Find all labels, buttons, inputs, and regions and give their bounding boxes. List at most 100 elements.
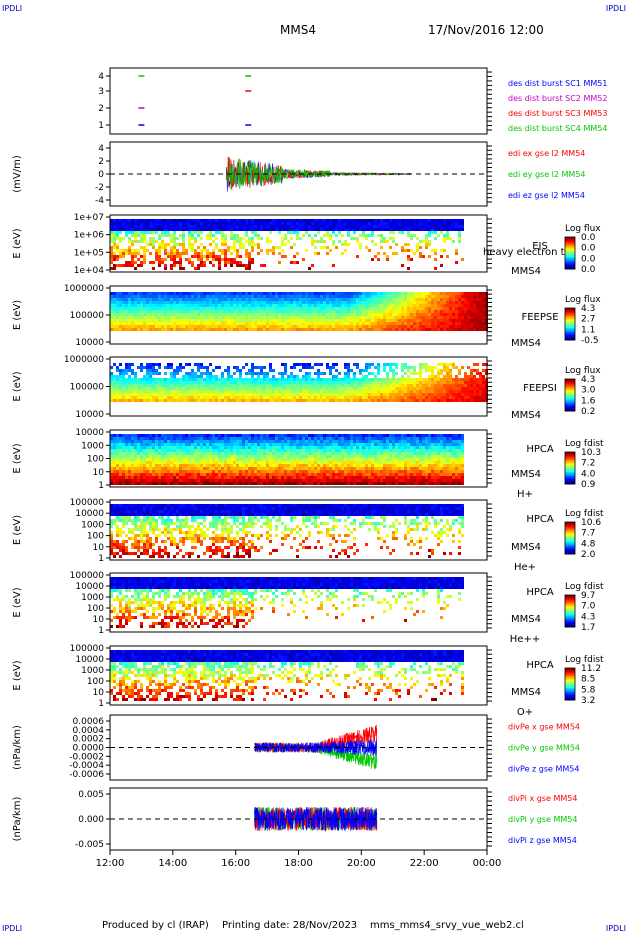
feepsi-colorbar-cell	[565, 385, 575, 388]
feepse-colorbar-frame	[564, 307, 576, 341]
burst-legend-entry: des dist burst SC2 MM52	[508, 94, 607, 103]
hpca_h-colorbar-cell	[565, 457, 575, 460]
hpca_hepp-colorbar-cell	[565, 600, 575, 603]
eis-colorbar-cell	[565, 249, 575, 251]
hpca_he-colorbar-frame	[564, 521, 576, 555]
time-axis-label: 00:00	[473, 858, 502, 869]
eis-colorbar-cell	[565, 242, 575, 245]
eis-colorbar-cell	[565, 250, 575, 253]
eis-colorbar-cell	[565, 253, 575, 255]
hpca_h-frame	[109, 429, 488, 488]
feepsi-colorbar-cell	[565, 379, 575, 381]
hpca_o-colorbar-cell	[565, 672, 575, 674]
feepsi-colorbar-cell	[565, 409, 575, 412]
feepsi-colorbar-cell	[565, 407, 575, 409]
hpca_he-spacecraft-label: MMS4	[511, 542, 541, 553]
divpe-trace	[254, 739, 378, 756]
hpca_h-colorbar-cell	[565, 461, 575, 464]
eis-colorbar-cell	[565, 262, 575, 265]
hpca_o-colorbar-tick: 11.2	[581, 664, 601, 674]
feepse-colorbar-cell	[565, 338, 575, 341]
hpca_he-colorbar-cell	[565, 544, 575, 547]
hpca_he-species-label: He+	[514, 562, 536, 573]
hpca_hepp-colorbar-tick: 7.0	[581, 602, 596, 612]
hpca_o-colorbar-cell	[565, 686, 575, 689]
feepsi-colorbar-cell	[565, 399, 575, 401]
hpca_hepp-colorbar-cell	[565, 612, 575, 615]
hpca_o-ytick-label: 1	[98, 699, 104, 709]
feepse-colorbar-cell	[565, 325, 575, 328]
divpe-legend-entry: divPe x gse MM54	[508, 723, 580, 732]
hpca_h-colorbar-cell	[565, 480, 575, 482]
hpca_h-ytick-label: 1	[98, 481, 104, 491]
feepsi-ytick-label: 10000	[75, 410, 104, 420]
hpca_hepp-instrument-label: HPCA	[526, 587, 554, 598]
hpca_hepp-colorbar-cell	[565, 624, 575, 627]
burst-ytick-label: 2	[98, 104, 104, 114]
feepse-colorbar-tick: 1.1	[581, 325, 595, 335]
feepsi-colorbar-frame	[564, 378, 576, 412]
hpca_o-colorbar-cell	[565, 676, 575, 678]
hpca_hepp-colorbar-tick: 9.7	[581, 591, 595, 601]
time-axis-label: 12:00	[96, 858, 125, 869]
hpca_he-colorbar-cell	[565, 546, 575, 548]
hpca_o-ytick-label: 100	[87, 677, 104, 687]
hpca_hepp-colorbar-cell	[565, 623, 575, 625]
hpca_he-ytick-label: 100000	[70, 498, 105, 508]
hpca_he-colorbar-cell	[565, 548, 575, 551]
feepse-colorbar-cell	[565, 312, 575, 314]
burst-ytick-label: 1	[98, 121, 104, 131]
hpca_he-ytick-label: 1	[98, 554, 104, 564]
hpca_o-colorbar-tick: 8.5	[581, 675, 595, 685]
edi-ytick-label: -2	[95, 183, 104, 193]
hpca_hepp-colorbar-cell	[565, 616, 575, 619]
footer-script-name: mms_mms4_srvy_vue_web2.cl	[370, 920, 524, 931]
hpca_he-colorbar-cell	[565, 522, 575, 524]
hpca_h-colorbar-cell	[565, 466, 575, 469]
hpca_o-colorbar-cell	[565, 696, 575, 698]
edi-legend-entry: edi ez gse l2 MM54	[508, 191, 585, 200]
hpca_hepp-colorbar-cell	[565, 625, 575, 628]
hpca_h-colorbar-frame	[564, 451, 576, 485]
hpca_he-colorbar-cell	[565, 523, 575, 526]
hpca_o-colorbar-cell	[565, 668, 575, 670]
hpca_he-colorbar-cell	[565, 543, 575, 546]
eis-ytick-label: 1e+07	[74, 213, 104, 223]
feepsi-ytick-label: 1000000	[64, 355, 104, 365]
hpca_hepp-colorbar-tick: 4.3	[581, 612, 595, 622]
divpe-ytick-label: 0.0006	[73, 717, 105, 727]
hpca_h-colorbar-cell	[565, 453, 575, 456]
divpe-ylabel: (nPa/km)	[12, 725, 23, 770]
burst-ytick-label: 4	[98, 72, 104, 82]
divpe-ytick-label: 0.0000	[73, 744, 105, 754]
feepse-colorbar-tick: -0.5	[581, 336, 599, 346]
hpca_hepp-colorbar-cell	[565, 607, 575, 609]
hpca_he-spectrogram	[110, 504, 464, 558]
hpca_o-colorbar-cell	[565, 698, 575, 701]
feepse-spacecraft-label: MMS4	[511, 338, 541, 349]
feepsi-colorbar-cell	[565, 404, 575, 407]
hpca_o-colorbar-tick: 5.8	[581, 685, 596, 695]
eis-colorbar-cell	[565, 258, 575, 261]
eis-colorbar-cell	[565, 245, 575, 247]
feepse-spectrogram	[110, 292, 488, 331]
divpe-ytick-label: 0.0002	[73, 735, 105, 745]
feepsi-colorbar-cell	[565, 401, 575, 404]
hpca_o-colorbar-cell	[565, 682, 575, 685]
time-axis-label: 18:00	[284, 858, 313, 869]
hpca_o-ytick-label: 1000	[81, 666, 104, 676]
hpca_hepp-ytick-label: 1000	[81, 593, 104, 603]
hpca_hepp-colorbar-cell	[565, 613, 575, 616]
eis-colorbar-cell	[565, 263, 575, 266]
eis-colorbar-cell	[565, 247, 575, 250]
feepse-colorbar-cell	[565, 333, 575, 336]
hpca_h-colorbar-cell	[565, 482, 575, 485]
eis-colorbar-cell	[565, 251, 575, 254]
hpca_he-colorbar-cell	[565, 528, 575, 531]
feepse-colorbar-cell	[565, 308, 575, 310]
feepse-colorbar-cell	[565, 309, 575, 312]
feepsi-colorbar-cell	[565, 395, 575, 397]
edi-frame	[109, 141, 488, 207]
hpca_h-colorbar-tick: 4.0	[581, 469, 596, 479]
